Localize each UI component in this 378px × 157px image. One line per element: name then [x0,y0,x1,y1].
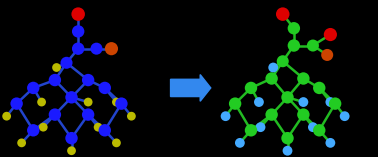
Point [327,33,333,36]
Point [327,142,333,144]
FancyArrow shape [170,75,211,101]
Point [310,126,316,128]
Point [232,102,238,105]
Point [68,149,74,152]
Point [64,62,70,64]
Point [40,126,46,128]
Point [291,27,297,30]
Point [30,129,36,132]
Point [280,13,286,15]
Point [301,101,307,103]
Point [118,102,124,105]
Point [269,77,275,80]
Point [68,137,74,139]
Point [270,66,276,69]
Text: CN: CN [174,33,212,55]
Point [327,101,333,103]
Point [4,115,10,117]
Point [85,79,91,81]
Point [237,142,243,144]
Point [324,54,330,56]
Text: −: − [202,29,217,47]
Point [316,129,322,132]
Point [301,113,307,116]
Point [14,102,20,105]
Point [113,101,119,103]
Point [301,77,307,80]
Point [85,101,91,103]
Point [68,96,74,99]
Point [108,47,115,50]
Point [75,47,81,50]
Point [248,87,254,89]
Point [223,115,229,117]
Point [280,60,286,62]
Point [248,129,254,132]
Point [39,101,45,103]
Point [285,137,291,139]
Point [54,66,60,69]
Point [310,44,316,47]
Point [316,87,322,89]
Point [257,126,263,128]
Point [19,142,25,144]
Point [75,30,81,33]
Point [291,44,297,47]
Point [102,129,108,132]
Point [75,13,81,15]
Point [85,113,91,116]
Point [256,101,262,103]
Point [52,113,58,116]
Point [95,126,101,128]
Point [113,142,119,144]
Point [269,113,275,116]
Point [30,87,36,89]
Point [93,47,99,50]
Point [285,149,291,152]
Point [52,79,58,81]
Point [332,102,338,105]
Point [285,96,291,99]
Point [342,115,348,117]
Point [102,87,108,89]
Point [129,115,135,117]
